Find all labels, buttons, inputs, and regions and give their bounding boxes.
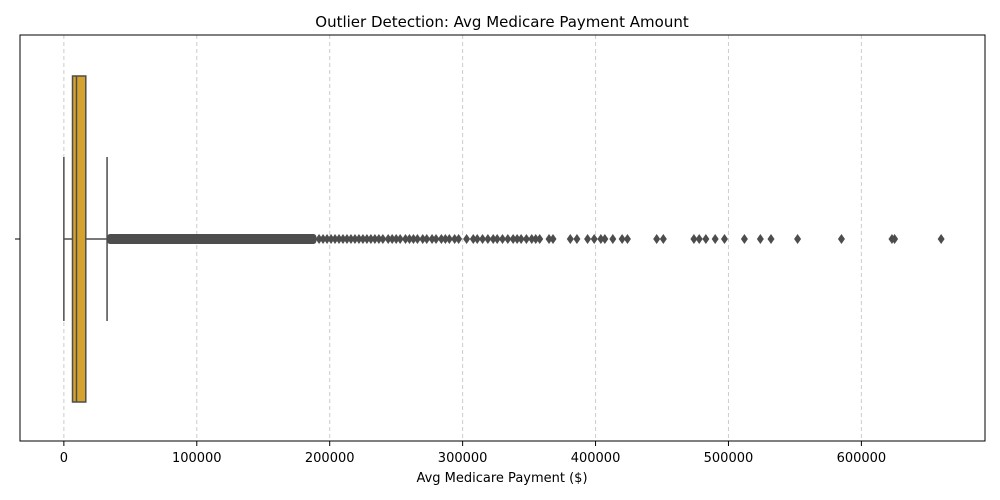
outlier-point — [473, 234, 481, 244]
outlier-point — [573, 234, 581, 244]
outlier-point — [445, 234, 453, 244]
outlier-point — [767, 234, 775, 244]
outlier-point — [413, 234, 421, 244]
outlier-point — [405, 234, 413, 244]
outlier-point — [584, 234, 592, 244]
outlier-point — [720, 234, 728, 244]
outlier-point — [335, 234, 343, 244]
outlier-point — [343, 234, 351, 244]
outlier-point — [522, 234, 530, 244]
outlier-point — [396, 234, 404, 244]
outlier-point — [371, 234, 379, 244]
outlier-point — [740, 234, 748, 244]
outlier-point — [375, 234, 383, 244]
outlier-point — [517, 234, 525, 244]
outlier-point — [419, 234, 427, 244]
outlier-point — [315, 234, 323, 244]
x-tick-label: 500000 — [704, 451, 754, 466]
outlier-point — [702, 234, 710, 244]
outlier-point — [937, 234, 945, 244]
outlier-point — [837, 234, 845, 244]
outlier-point — [441, 234, 449, 244]
outlier-point — [690, 234, 698, 244]
outlier-point — [479, 234, 487, 244]
outlier-point — [756, 234, 764, 244]
outlier-point — [363, 234, 371, 244]
x-tick-label: 300000 — [438, 451, 488, 466]
outlier-point — [597, 234, 605, 244]
outlier-point — [355, 234, 363, 244]
outlier-point — [327, 234, 335, 244]
outlier-point — [423, 234, 431, 244]
outlier-point — [504, 234, 512, 244]
outlier-point — [451, 234, 459, 244]
outlier-point — [513, 234, 521, 244]
x-tick-label: 400000 — [571, 451, 621, 466]
outlier-point — [339, 234, 347, 244]
outlier-point — [653, 234, 661, 244]
outlier-point — [528, 234, 536, 244]
outlier-point — [618, 234, 626, 244]
iqr-box — [71, 75, 87, 403]
outlier-point — [351, 234, 359, 244]
x-tick-label: 100000 — [172, 451, 222, 466]
outlier-point — [428, 234, 436, 244]
outlier-point — [392, 234, 400, 244]
outlier-point — [711, 234, 719, 244]
x-tick-label: 200000 — [305, 451, 355, 466]
outlier-point — [331, 234, 339, 244]
outlier-point — [359, 234, 367, 244]
outlier-point — [367, 234, 375, 244]
outlier-point — [493, 234, 501, 244]
outlier-point — [601, 234, 609, 244]
outlier-point — [379, 234, 387, 244]
outlier-point — [794, 234, 802, 244]
outlier-point — [384, 234, 392, 244]
outlier-point — [409, 234, 417, 244]
outlier-point — [401, 234, 409, 244]
outlier-point — [536, 234, 544, 244]
outlier-point — [695, 234, 703, 244]
plot-frame — [19, 34, 986, 442]
x-axis-label: Avg Medicare Payment ($) — [416, 471, 587, 486]
outlier-point — [659, 234, 667, 244]
outlier-point — [484, 234, 492, 244]
x-tick-label: 600000 — [837, 451, 887, 466]
outlier-point — [323, 234, 331, 244]
outlier-dense-band — [107, 234, 317, 244]
outlier-point — [319, 234, 327, 244]
outlier-point — [388, 234, 396, 244]
outlier-point — [545, 234, 553, 244]
box-plot — [63, 75, 108, 403]
x-axis-ticks: 0 100000 200000 300000 400000 500000 600000 — [60, 441, 886, 466]
outlier-point — [469, 234, 477, 244]
outlier-point — [590, 234, 598, 244]
outlier-markers — [107, 234, 945, 244]
outlier-point — [437, 234, 445, 244]
outlier-point — [532, 234, 540, 244]
outlier-point — [499, 234, 506, 244]
outlier-point — [891, 234, 899, 244]
outlier-point — [509, 234, 517, 244]
outlier-point — [463, 234, 471, 244]
outlier-point — [455, 234, 463, 244]
outlier-point — [566, 234, 574, 244]
outlier-point — [609, 234, 617, 244]
outlier-point — [549, 234, 557, 244]
chart-title: Outlier Detection: Avg Medicare Payment … — [315, 13, 689, 31]
outlier-point — [432, 234, 440, 244]
outlier-point — [347, 234, 355, 244]
x-tick-label: 0 — [60, 451, 68, 466]
outlier-point — [489, 234, 497, 244]
outlier-point — [623, 234, 631, 244]
